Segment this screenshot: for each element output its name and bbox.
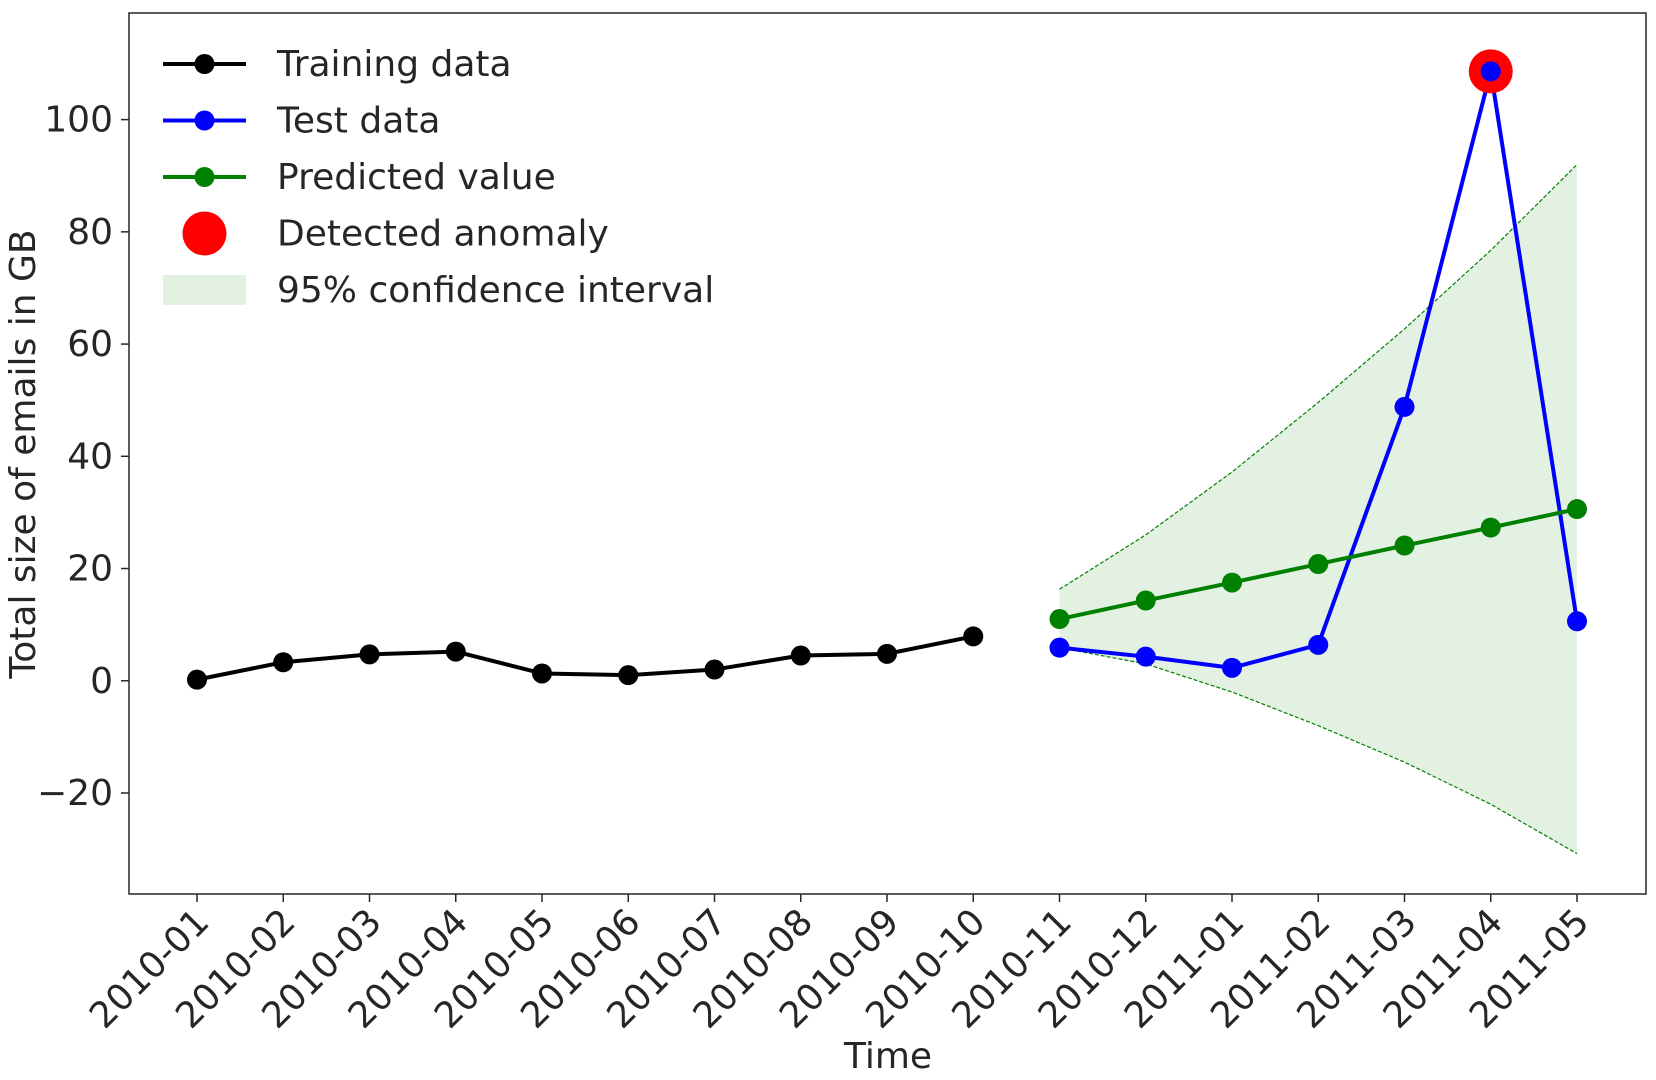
- series-layer: [187, 61, 1587, 690]
- legend-item: Predicted value: [163, 157, 556, 198]
- legend-label: Detected anomaly: [277, 214, 609, 255]
- confidence-interval-layer: [1059, 164, 1578, 855]
- legend-label: Test data: [276, 101, 440, 142]
- data-point: [445, 641, 466, 662]
- y-axis-title: Total size of emails in GB: [3, 229, 44, 679]
- series-predicted-value: [1049, 499, 1587, 630]
- legend-label: Predicted value: [277, 157, 556, 198]
- data-point: [1567, 611, 1587, 632]
- data-point: [1222, 657, 1242, 678]
- legend-item: Detected anomaly: [182, 211, 609, 256]
- data-point: [1135, 646, 1156, 667]
- y-tick-label: 80: [67, 212, 113, 253]
- legend: Training data Test data Predicted value Det…: [163, 44, 714, 311]
- legend-marker-swatch: [182, 211, 227, 256]
- legend-label: Training data: [276, 44, 512, 85]
- y-axis: −20 0 20 40 60 80 100: [37, 100, 129, 814]
- legend-item: Training data: [163, 44, 512, 85]
- confidence-upper-bound: [1059, 164, 1578, 590]
- data-point: [704, 659, 725, 680]
- data-point: [1308, 554, 1329, 575]
- confidence-band: [1059, 164, 1577, 854]
- data-point: [790, 645, 811, 666]
- x-axis: 2010-012010-022010-032010-042010-052010-…: [82, 894, 1597, 1037]
- legend-marker-swatch: [194, 110, 215, 131]
- legend-label: 95% confidence interval: [277, 270, 714, 311]
- x-axis-title: Time: [843, 1036, 932, 1077]
- data-point: [359, 644, 380, 665]
- data-point: [1480, 517, 1501, 538]
- data-point: [1049, 637, 1070, 658]
- series-line: [196, 634, 974, 682]
- data-point: [1394, 396, 1415, 417]
- data-point: [1567, 499, 1587, 520]
- y-tick-label: 100: [44, 100, 113, 141]
- legend-item: 95% confidence interval: [163, 270, 714, 311]
- y-tick-label: −20: [37, 773, 113, 814]
- data-point: [532, 663, 552, 684]
- series-training-data: [187, 626, 984, 690]
- data-point: [273, 652, 294, 673]
- y-tick-label: 0: [90, 661, 113, 702]
- data-point: [1135, 590, 1156, 611]
- data-point: [1049, 609, 1070, 630]
- y-tick-label: 40: [67, 436, 113, 477]
- data-point: [963, 626, 984, 647]
- legend-marker-swatch: [194, 54, 215, 74]
- legend-marker-swatch: [194, 167, 215, 187]
- legend-patch-swatch: [163, 275, 246, 305]
- anomaly-layer: [1468, 49, 1513, 94]
- data-point: [1480, 61, 1501, 82]
- data-point: [187, 669, 207, 690]
- data-point: [1308, 634, 1329, 655]
- data-point: [618, 665, 639, 686]
- y-tick-label: 20: [67, 549, 113, 590]
- y-tick-label: 60: [67, 324, 113, 365]
- data-point: [1394, 535, 1415, 556]
- data-point: [877, 643, 897, 664]
- data-point: [1222, 572, 1242, 593]
- legend-item: Test data: [163, 101, 440, 142]
